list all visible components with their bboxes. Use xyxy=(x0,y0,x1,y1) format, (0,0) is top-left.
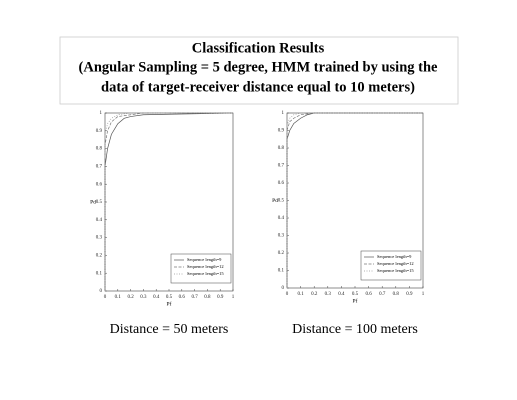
y-tick-label: 0.8 xyxy=(278,146,285,151)
y-tick-label: 0.5 xyxy=(96,200,103,205)
y-tick-label: 0.4 xyxy=(278,216,285,221)
x-tick-label: 0.2 xyxy=(127,295,134,300)
x-tick-label: 0.5 xyxy=(166,295,173,300)
x-tick-label: 0.6 xyxy=(365,292,372,297)
y-tick-label: 0.1 xyxy=(96,271,103,276)
x-tick-label: 0.3 xyxy=(325,292,332,297)
y-tick-label: 0.4 xyxy=(96,218,103,223)
y-tick-label: 0.6 xyxy=(278,181,285,186)
legend-box xyxy=(170,253,232,284)
x-tick-label: 0.2 xyxy=(311,292,318,297)
x-tick-label: 0.6 xyxy=(179,295,186,300)
legend-label: Sequence length=15 xyxy=(377,268,414,273)
x-tick-label: 0.7 xyxy=(191,295,198,300)
legend-label: Sequence length=12 xyxy=(187,264,224,269)
x-axis-label: Pf xyxy=(167,300,172,307)
legend-label: Sequence length=12 xyxy=(377,261,414,266)
y-tick-label: 1 xyxy=(282,111,285,116)
x-tick-label: 0.4 xyxy=(153,295,160,300)
x-tick-label: 0.8 xyxy=(204,295,211,300)
y-tick-label: 0.9 xyxy=(278,129,285,134)
x-tick-label: 0.1 xyxy=(115,295,122,300)
x-tick-label: 0 xyxy=(104,295,107,300)
chart-caption: Distance = 50 meters xyxy=(110,322,229,337)
chart-caption: Distance = 100 meters xyxy=(292,322,418,337)
y-tick-label: 0.2 xyxy=(278,251,285,256)
x-tick-label: 0.9 xyxy=(406,292,413,297)
x-tick-label: 0.1 xyxy=(297,292,304,297)
x-tick-label: 1 xyxy=(232,295,235,300)
legend-label: Sequence length=9 xyxy=(187,257,222,262)
x-tick-label: 1 xyxy=(422,292,425,297)
y-tick-label: 0.7 xyxy=(96,165,103,170)
title-box xyxy=(59,36,459,105)
y-tick-label: 0.3 xyxy=(96,236,103,241)
x-tick-label: 0.5 xyxy=(352,292,359,297)
y-tick-label: 0.8 xyxy=(96,147,103,152)
y-tick-label: 0.1 xyxy=(278,269,285,274)
y-tick-label: 0.7 xyxy=(278,164,285,169)
x-tick-label: 0.4 xyxy=(338,292,345,297)
y-tick-label: 0 xyxy=(100,289,103,294)
y-tick-label: 0.6 xyxy=(96,182,103,187)
series-line xyxy=(286,112,423,288)
y-axis-label: Pd xyxy=(272,198,278,204)
y-tick-label: 0.9 xyxy=(96,129,103,134)
x-tick-label: 0.7 xyxy=(379,292,386,297)
x-axis-label: Pf xyxy=(353,297,358,304)
y-tick-label: 0.5 xyxy=(278,199,285,204)
x-tick-label: 0.3 xyxy=(140,295,147,300)
x-tick-label: 0.9 xyxy=(217,295,224,300)
legend-box xyxy=(360,250,422,281)
legend-label: Sequence length=15 xyxy=(187,271,224,276)
y-tick-label: 0 xyxy=(282,286,285,291)
series-line xyxy=(104,112,234,291)
legend-label: Sequence length=9 xyxy=(377,254,412,259)
y-tick-label: 0.2 xyxy=(96,254,103,259)
x-tick-label: 0 xyxy=(286,292,289,297)
title-line: Classification Results xyxy=(192,40,325,56)
title-line: data of target-receiver distance equal t… xyxy=(101,79,415,95)
title-line: (Angular Sampling = 5 degree, HMM traine… xyxy=(79,59,439,75)
y-tick-label: 1 xyxy=(100,111,103,116)
x-tick-label: 0.8 xyxy=(393,292,400,297)
y-axis-label: Pd xyxy=(90,199,96,205)
y-tick-label: 0.3 xyxy=(278,234,285,239)
